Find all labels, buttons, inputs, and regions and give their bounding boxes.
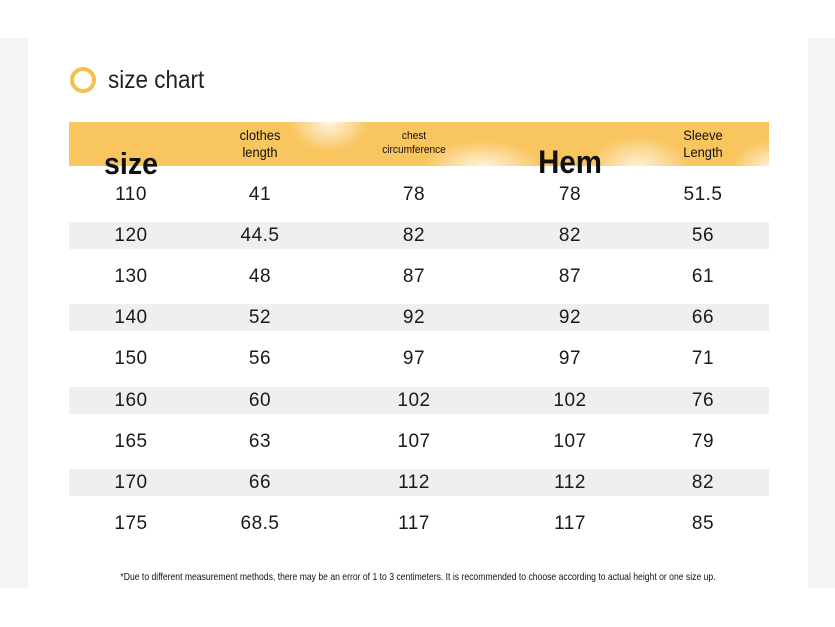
table-row: 150 56 97 97 71	[69, 345, 769, 372]
header-cell: chest circumference	[354, 122, 474, 166]
table-header: size clothes length chest circumference Hem Sl…	[69, 122, 769, 181]
table-cell: 82	[558, 224, 582, 246]
table-cell: 120	[114, 224, 148, 246]
table-cell: 71	[691, 347, 715, 369]
table-cell: 160	[114, 389, 148, 411]
header-text: Length	[683, 144, 723, 160]
header-text: Sleeve	[683, 126, 723, 143]
table-cell: 112	[554, 471, 586, 493]
table-cell: 92	[558, 306, 582, 328]
table-cell: 85	[691, 512, 715, 534]
table-cell: 82	[402, 224, 426, 246]
header-text: clothes	[239, 126, 281, 143]
table-cell: 82	[691, 471, 715, 493]
header-cell: clothes length	[200, 122, 320, 166]
table-cell: 97	[402, 347, 426, 369]
table-cell: 107	[397, 430, 431, 452]
header-text: length	[242, 144, 278, 160]
table-cell: 165	[114, 430, 148, 452]
table-cell: 41	[248, 183, 272, 205]
table-row: 165 63 107 107 79	[69, 428, 769, 455]
table-cell: 61	[691, 265, 715, 287]
table-cell: 68.5	[240, 512, 280, 534]
table-cell: 52	[248, 306, 272, 328]
table-cell: 51.5	[683, 183, 723, 205]
header-text: Hem	[538, 144, 602, 180]
table-cell: 66	[248, 471, 272, 493]
table-row: 175 68.5 117 117 85	[69, 510, 769, 537]
table-cell: 60	[248, 389, 272, 411]
table-row: 140 52 92 92 66	[69, 303, 769, 331]
header-cell: size	[71, 122, 191, 186]
table-cell: 56	[691, 224, 715, 246]
header-cell: Sleeve Length	[643, 122, 763, 166]
table-cell: 78	[558, 183, 582, 205]
table-cell: 79	[691, 430, 715, 452]
table-cell: 56	[248, 347, 272, 369]
table-row: 110 41 78 78 51.5	[69, 181, 769, 208]
table-cell: 140	[114, 306, 148, 328]
table-row: 130 48 87 87 61	[69, 263, 769, 290]
table-cell: 78	[402, 183, 426, 205]
header-text: size	[104, 145, 158, 181]
table-row: 160 60 102 102 76	[69, 386, 769, 414]
title-icon	[70, 67, 96, 93]
table-cell: 87	[402, 265, 426, 287]
table-cell: 107	[553, 430, 587, 452]
table-cell: 170	[114, 471, 148, 493]
table-cell: 150	[114, 347, 148, 369]
table-cell: 63	[248, 430, 272, 452]
table-cell: 117	[398, 512, 430, 534]
table-cell: 102	[553, 389, 587, 411]
header-text: circumference	[382, 144, 446, 156]
header-cell: Hem	[510, 122, 630, 184]
table-cell: 48	[248, 265, 272, 287]
table-cell: 87	[558, 265, 582, 287]
table-cell: 66	[691, 306, 715, 328]
table-cell: 130	[114, 265, 148, 287]
header-text: chest	[401, 130, 427, 143]
table-cell: 117	[554, 512, 586, 534]
table-cell: 175	[114, 512, 148, 534]
table-cell: 102	[397, 389, 431, 411]
table-row: 170 66 112 112 82	[69, 468, 769, 496]
table-cell: 44.5	[240, 224, 280, 246]
table-cell: 92	[402, 306, 426, 328]
table-cell: 112	[398, 471, 430, 493]
table-row: 120 44.5 82 82 56	[69, 221, 769, 249]
table-cell: 110	[115, 183, 147, 205]
footnote: *Due to different measurement methods, t…	[120, 571, 716, 583]
table-cell: 76	[691, 389, 715, 411]
title: size chart	[108, 66, 205, 94]
table-cell: 97	[558, 347, 582, 369]
